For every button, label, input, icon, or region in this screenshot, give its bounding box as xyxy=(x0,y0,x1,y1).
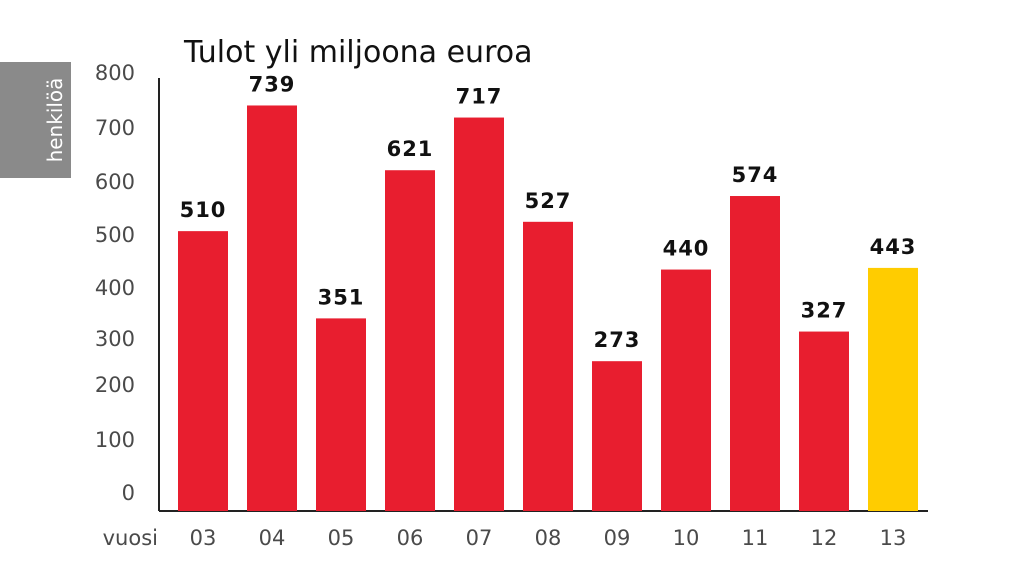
bar xyxy=(178,231,228,511)
x-tick-label: 12 xyxy=(811,526,838,550)
y-tick-label: 0 xyxy=(122,481,135,505)
x-tick-label: 04 xyxy=(259,526,286,550)
bar xyxy=(799,331,849,511)
x-tick-label: 08 xyxy=(535,526,562,550)
y-tick-label: 300 xyxy=(95,327,135,351)
y-tick-label: 200 xyxy=(95,373,135,397)
bar xyxy=(316,318,366,511)
data-label: 327 xyxy=(801,299,848,323)
data-label: 621 xyxy=(387,137,434,161)
y-tick-label: 600 xyxy=(95,170,135,194)
x-tick-label: 11 xyxy=(742,526,769,550)
x-tick-label: 06 xyxy=(397,526,424,550)
data-label: 739 xyxy=(249,72,296,96)
data-labels: 510 739 351 621 717 527 273 440 574 327 443 xyxy=(180,72,917,352)
data-label: 510 xyxy=(180,198,227,222)
y-tick-label: 100 xyxy=(95,428,135,452)
bar xyxy=(592,361,642,511)
x-tick-label: 10 xyxy=(673,526,700,550)
data-label: 527 xyxy=(525,189,572,213)
x-tick-label: 07 xyxy=(466,526,493,550)
data-label: 351 xyxy=(318,285,365,309)
y-axis-label-box xyxy=(0,62,71,178)
y-tick-label: 400 xyxy=(95,276,135,300)
data-label: 440 xyxy=(663,237,710,261)
y-axis-label: henkilöä xyxy=(43,78,67,163)
data-label: 717 xyxy=(456,85,503,109)
chart-title: Tulot yli miljoona euroa xyxy=(183,35,533,70)
y-tick-label: 500 xyxy=(95,223,135,247)
bar xyxy=(868,267,918,511)
x-axis-label: vuosi xyxy=(103,526,158,550)
bar xyxy=(661,269,711,511)
data-label: 273 xyxy=(594,328,641,352)
x-tick-label: 09 xyxy=(604,526,631,550)
bar xyxy=(454,117,504,511)
bar xyxy=(247,105,297,511)
x-tick-label: 03 xyxy=(190,526,217,550)
x-tick-labels: 03 04 05 06 07 08 09 10 11 12 13 xyxy=(190,526,907,550)
x-tick-label: 05 xyxy=(328,526,355,550)
bar xyxy=(385,170,435,511)
y-tick-label: 800 xyxy=(95,61,135,85)
x-tick-label: 13 xyxy=(880,526,907,550)
y-tick-labels: 800 700 600 500 400 300 200 100 0 xyxy=(95,61,135,505)
data-label: 443 xyxy=(870,235,917,259)
bar xyxy=(730,196,780,511)
data-label: 574 xyxy=(732,163,779,187)
y-tick-label: 700 xyxy=(95,116,135,140)
bars xyxy=(178,105,918,511)
bar xyxy=(523,221,573,511)
